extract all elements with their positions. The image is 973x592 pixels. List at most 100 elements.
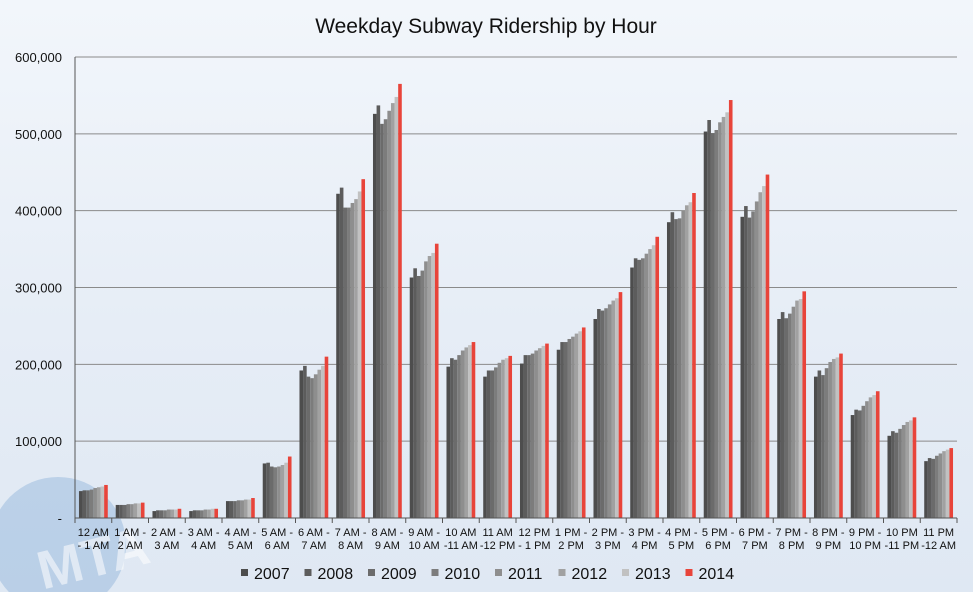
- bar-2009: [269, 466, 274, 518]
- x-tick-label: 10 AM: [409, 540, 440, 552]
- bar-2012: [537, 348, 542, 518]
- bar-2014: [104, 484, 108, 518]
- bar-2011: [607, 304, 612, 518]
- bar-2012: [317, 369, 322, 518]
- bar-2014: [728, 100, 733, 518]
- bar-2010: [714, 129, 719, 519]
- bar-2010: [200, 510, 204, 518]
- bar-2008: [780, 312, 785, 518]
- bar-2009: [196, 510, 201, 518]
- y-axis-tick-labels: - 100,000 200,000 300,000 400,000 500,000 600,…: [15, 50, 62, 526]
- y-tick-label: 300,000: [15, 281, 62, 296]
- bar-2007: [262, 463, 267, 518]
- bar-2011: [534, 350, 538, 518]
- bar-2008: [339, 187, 344, 518]
- bar-2011: [571, 336, 575, 518]
- bars: [78, 83, 954, 519]
- legend-swatch-2013: [622, 569, 629, 576]
- bar-2011: [718, 122, 722, 518]
- bar-2009: [527, 355, 531, 518]
- bar-2011: [754, 201, 759, 518]
- bar-2007: [78, 491, 83, 518]
- bar-2010: [273, 467, 278, 518]
- bar-2008: [597, 309, 601, 518]
- bar-2011: [460, 350, 465, 518]
- bar-2014: [471, 342, 476, 518]
- bar-2007: [556, 349, 561, 518]
- bar-2010: [861, 405, 866, 518]
- bar-2007: [630, 267, 634, 518]
- bar-2013: [945, 449, 950, 518]
- bar-2010: [751, 211, 755, 518]
- bar-2012: [611, 300, 616, 518]
- x-tick-label: 6 PM: [705, 540, 731, 552]
- bar-2009: [86, 490, 90, 518]
- legend: 2007 2008 2009 2010 2011 2012 2013 2014: [241, 566, 734, 583]
- bar-2008: [560, 342, 564, 518]
- bar-2009: [306, 376, 311, 518]
- bar-2010: [347, 207, 351, 518]
- bar-2008: [817, 370, 822, 518]
- bar-2013: [210, 508, 215, 518]
- bar-2012: [868, 397, 873, 518]
- bar-2010: [530, 353, 535, 518]
- bar-2007: [336, 193, 340, 518]
- bar-2011: [644, 253, 649, 518]
- x-tick-label: 9 PM -: [849, 527, 882, 539]
- legend-label-2012: 2012: [572, 566, 608, 583]
- x-tick-label: -11 PM: [885, 540, 920, 552]
- bar-2013: [357, 191, 362, 518]
- bar-2008: [854, 409, 858, 518]
- bar-2009: [857, 410, 862, 518]
- bar-2013: [247, 499, 252, 518]
- bar-2010: [567, 338, 572, 518]
- bar-2014: [361, 179, 366, 519]
- bar-2008: [891, 431, 895, 518]
- bar-2010: [935, 455, 939, 518]
- bar-2013: [835, 357, 840, 518]
- x-tick-label: - 1 AM: [77, 540, 109, 552]
- bar-2010: [457, 355, 461, 518]
- bar-2009: [821, 375, 825, 518]
- bar-2008: [376, 105, 381, 519]
- x-tick-label: 11 AM: [482, 527, 512, 539]
- chart-title: Weekday Subway Ridership by Hour: [315, 15, 657, 38]
- gridlines: [75, 56, 957, 442]
- bar-2014: [618, 292, 623, 518]
- bar-2012: [831, 358, 836, 518]
- bar-2007: [593, 319, 598, 518]
- bar-2008: [192, 510, 197, 518]
- legend-swatch-2014: [685, 569, 693, 576]
- y-tick-label: -: [58, 511, 62, 526]
- bar-2010: [310, 378, 314, 518]
- bar-2011: [93, 488, 97, 518]
- bar-2014: [545, 343, 549, 518]
- x-tick-label: 7 PM -: [775, 527, 808, 539]
- bar-2011: [350, 202, 355, 519]
- x-tick-label: 1 PM -: [555, 527, 588, 539]
- legend-swatch-2010: [431, 569, 439, 576]
- bar-2008: [633, 258, 638, 518]
- bar-2008: [707, 120, 711, 518]
- x-tick-label: -12 AM: [921, 540, 956, 552]
- bar-2012: [464, 347, 469, 518]
- bar-2013: [909, 420, 913, 518]
- legend-swatch-2007: [241, 569, 248, 576]
- bar-2009: [710, 133, 715, 518]
- bar-2014: [324, 356, 329, 518]
- legend-label-2008: 2008: [318, 566, 354, 583]
- bar-2012: [501, 359, 505, 518]
- bar-2011: [791, 306, 796, 518]
- bar-2007: [777, 319, 781, 518]
- legend-label-2010: 2010: [445, 566, 481, 583]
- y-tick-label: 500,000: [15, 127, 62, 142]
- x-tick-label: 6 PM -: [739, 527, 772, 539]
- bar-2011: [828, 362, 832, 518]
- bar-2009: [563, 342, 568, 518]
- x-tick-label: 2 PM -: [592, 527, 625, 539]
- bar-2007: [372, 113, 377, 519]
- bar-2007: [924, 461, 928, 518]
- bar-2009: [380, 123, 384, 518]
- x-tick-label: 9 AM -: [408, 527, 440, 539]
